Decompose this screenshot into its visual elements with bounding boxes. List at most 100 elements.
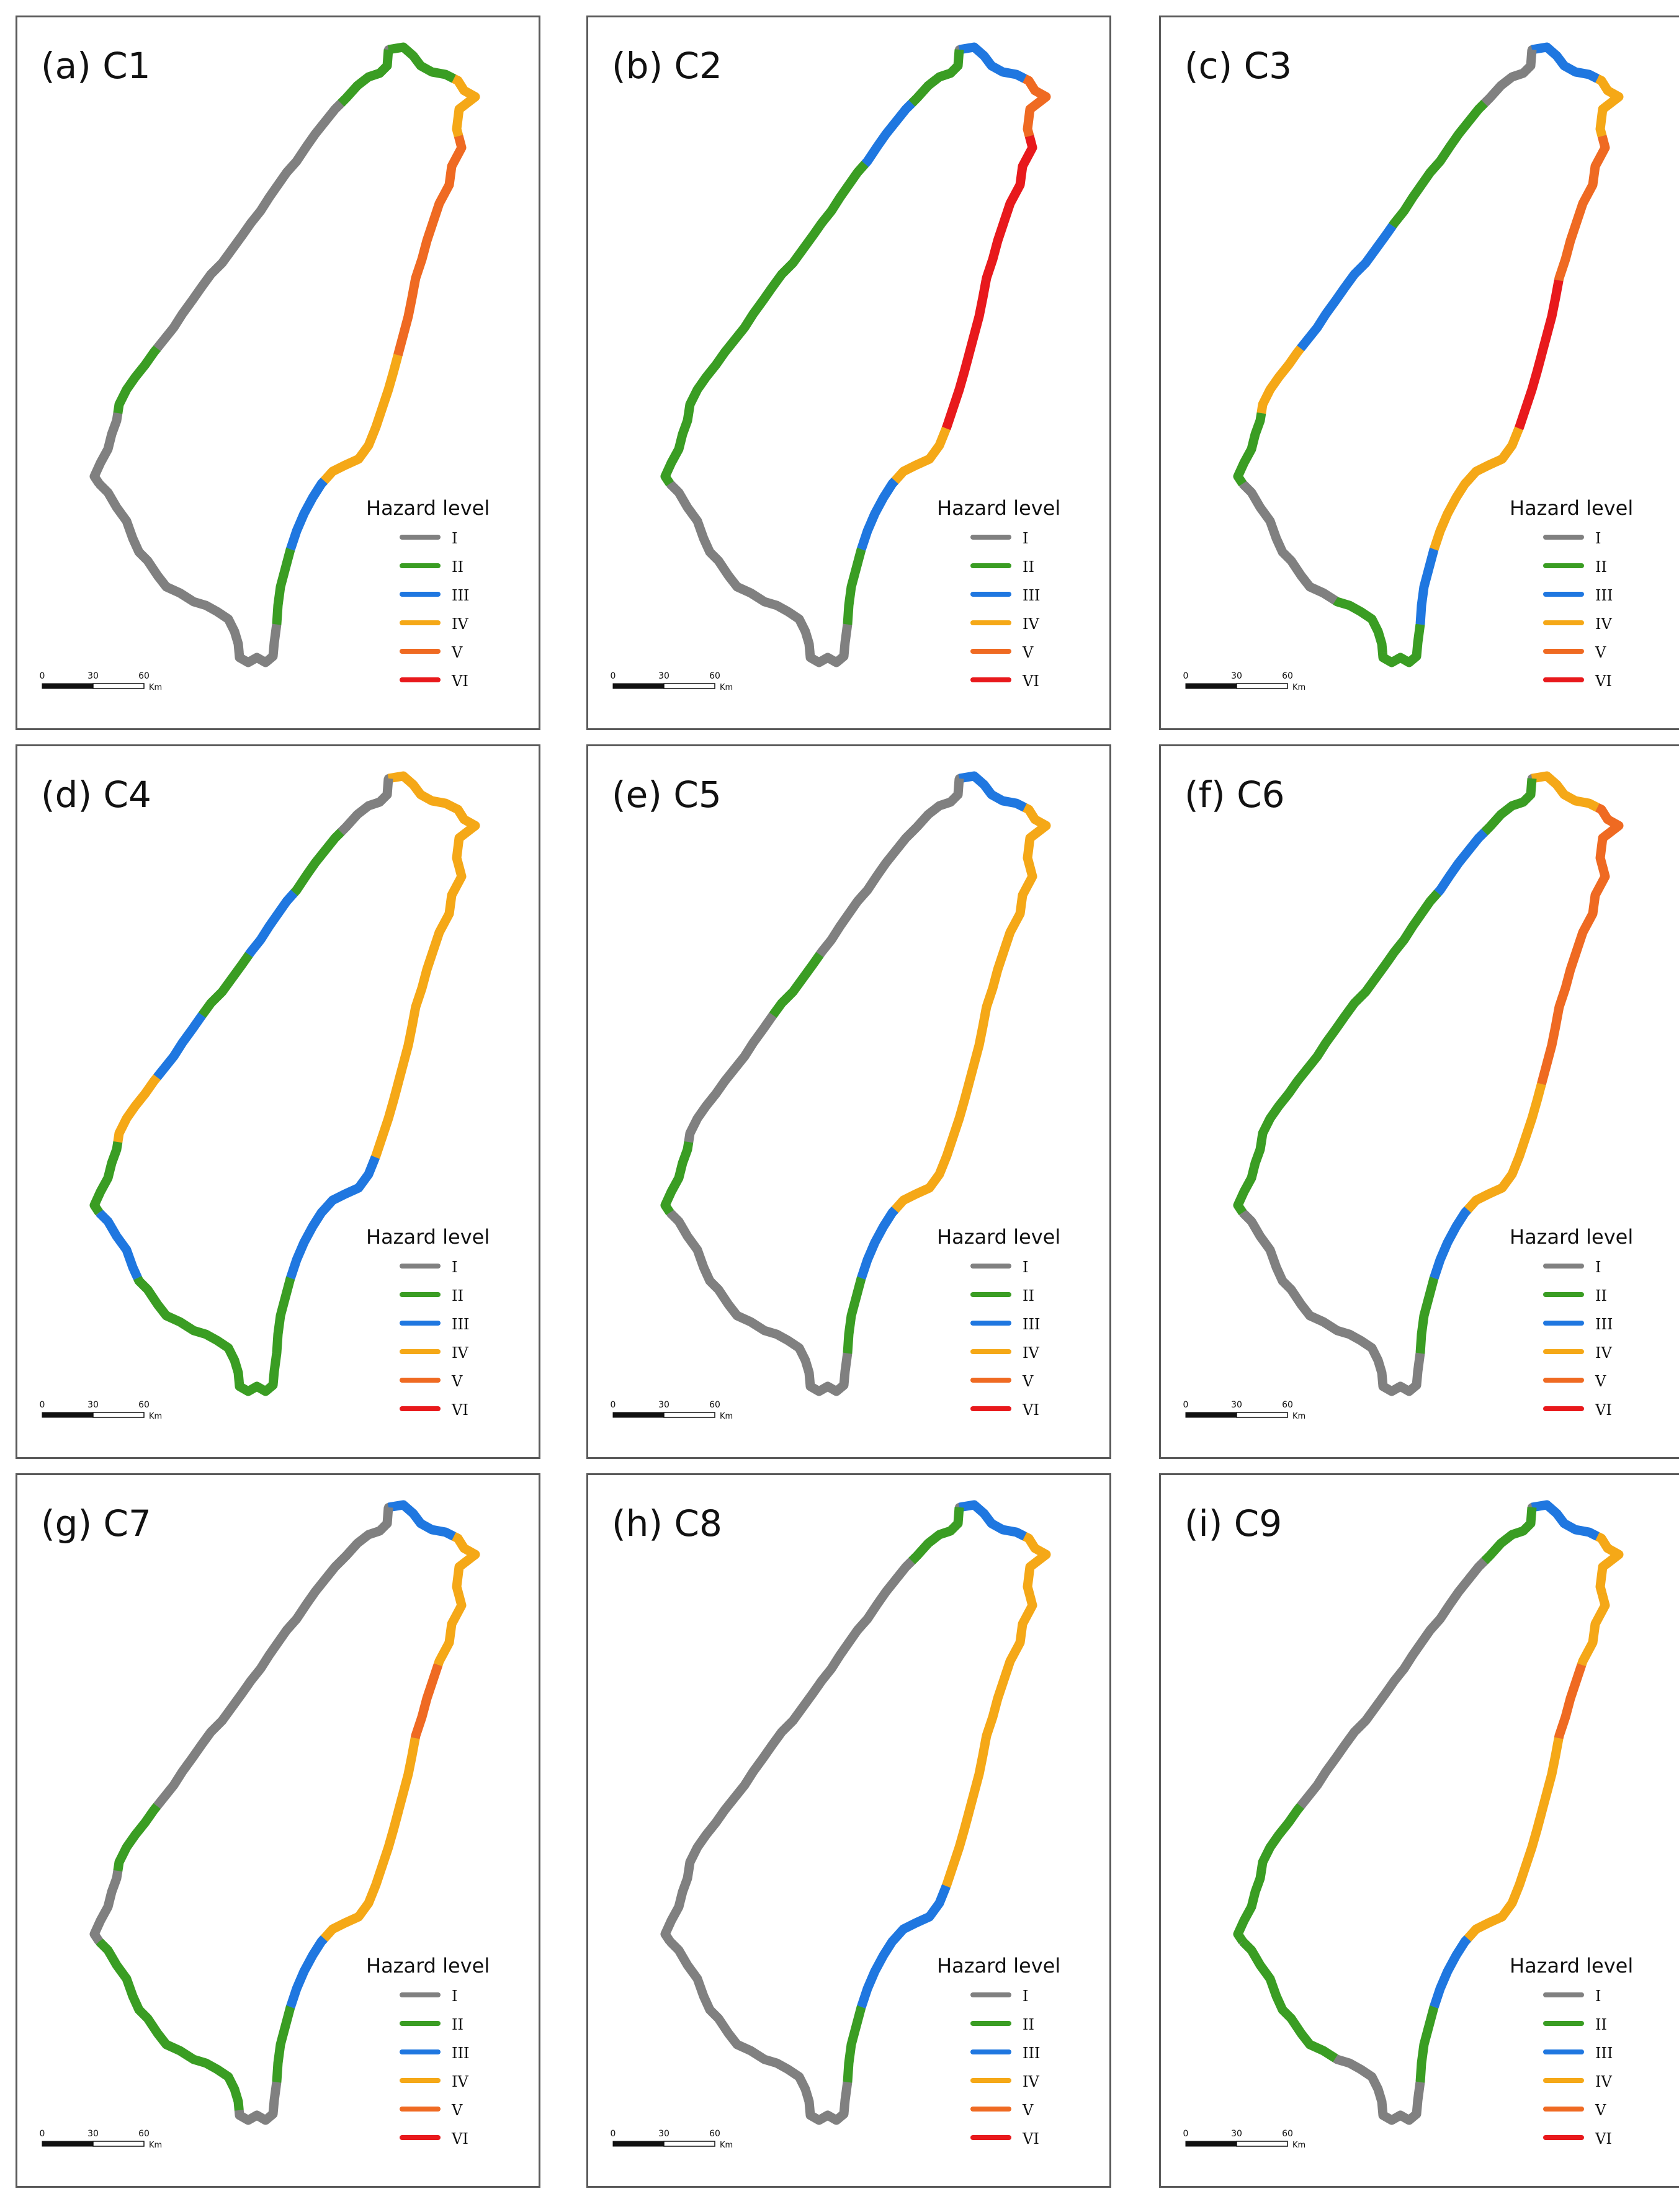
coastline-segment-i bbox=[1332, 1325, 1387, 1382]
coastline-segment-ii bbox=[724, 283, 777, 352]
coastline-segment-iii bbox=[891, 1884, 951, 1942]
coastline-segment-i bbox=[1377, 1352, 1425, 1396]
coastline-segment-v bbox=[1554, 934, 1587, 1012]
coastline-segment-ii bbox=[660, 412, 694, 486]
scale-tick-label: 0 bbox=[1183, 671, 1189, 681]
legend-label: VI bbox=[451, 2130, 468, 2147]
legend-label: IV bbox=[1595, 615, 1612, 633]
coastline-segment-iv bbox=[1595, 74, 1624, 138]
scale-tick-label: 30 bbox=[658, 671, 669, 681]
legend-label: II bbox=[1023, 1287, 1034, 1304]
coastline-segment-ii bbox=[133, 1276, 195, 1334]
coastline-segment-v bbox=[410, 1663, 443, 1741]
coastline-segment-i bbox=[153, 283, 206, 352]
coastline-segment-iii bbox=[857, 1206, 898, 1280]
coastline-segment-ii bbox=[1389, 161, 1441, 229]
legend-title: Hazard level bbox=[1510, 496, 1633, 520]
coastline-segment-iv bbox=[393, 1008, 420, 1087]
coastline-segment-iii bbox=[1297, 283, 1350, 352]
coastline-segment-i bbox=[234, 623, 282, 667]
coastline-segment-iii bbox=[320, 1155, 380, 1213]
coastline-segment-ii bbox=[684, 345, 732, 414]
coastline-segment-ii bbox=[1256, 1074, 1305, 1143]
panel-label: (b) C2 bbox=[612, 45, 722, 87]
coastline-segment-i bbox=[665, 479, 713, 551]
coastline-segment-iv bbox=[941, 1811, 974, 1889]
coastline-segment-iv bbox=[387, 771, 456, 812]
coastline-segment-i bbox=[1389, 1618, 1441, 1687]
coastline-segment-i bbox=[234, 2081, 282, 2125]
legend-title: Hazard level bbox=[1510, 1225, 1633, 1249]
coastline-segment-ii bbox=[1233, 412, 1266, 486]
coastline-segment-vi bbox=[1514, 354, 1546, 432]
coastline-segment-i bbox=[908, 778, 964, 836]
legend-label: II bbox=[452, 2016, 463, 2033]
coastline-segment-ii bbox=[272, 545, 295, 629]
coastline-segment-i bbox=[1341, 1680, 1397, 1747]
coastline-segment-iv bbox=[1004, 1592, 1037, 1667]
coastline-segment-i bbox=[805, 2081, 853, 2125]
panel-label: (g) C7 bbox=[41, 1502, 151, 1545]
coastline-segment-iv bbox=[1595, 1532, 1624, 1595]
scale-tick-label: 60 bbox=[138, 1400, 150, 1410]
scale-bar-filled bbox=[1185, 683, 1237, 689]
scale-tick-label: 0 bbox=[611, 1400, 616, 1410]
coastline-segment-i bbox=[338, 1507, 393, 1564]
coastline-segment-iii bbox=[1430, 1935, 1471, 2009]
map-panel: (a) C1 Hazard level I II III IV V VI 0 30 60 Km bbox=[16, 16, 540, 730]
coastline-segment-i bbox=[245, 1618, 298, 1687]
coastline-segment-iii bbox=[861, 100, 915, 167]
legend-label: III bbox=[452, 2045, 469, 2062]
coastline-segment-iv bbox=[1514, 1811, 1546, 1889]
coastline-segment-i bbox=[1377, 2081, 1425, 2125]
legend-label: V bbox=[1595, 2102, 1606, 2119]
coastline-segment-v bbox=[393, 279, 420, 359]
coastline-segment-ii bbox=[234, 1352, 282, 1396]
scale-tick-label: 60 bbox=[1282, 2129, 1293, 2139]
coastline-segment-iv bbox=[981, 1663, 1014, 1741]
panel-label: (h) C8 bbox=[612, 1502, 722, 1545]
coastline-segment-i bbox=[816, 890, 869, 958]
coastline-segment-ii bbox=[290, 829, 344, 896]
legend-label: IV bbox=[1023, 2073, 1039, 2090]
scale-tick-label: 30 bbox=[658, 2129, 669, 2139]
legend-label: III bbox=[1023, 1316, 1040, 1333]
scale-bar-filled bbox=[42, 683, 94, 689]
scale-bar-empty bbox=[663, 683, 715, 689]
coastline-segment-vi bbox=[1004, 135, 1037, 209]
scale-unit: Km bbox=[1292, 2141, 1305, 2150]
coastline-segment-i bbox=[724, 1741, 777, 1809]
map-panel: (f) C6 Hazard level I II III IV V VI 0 30 60 Km bbox=[1159, 744, 1679, 1459]
scale-tick-label: 0 bbox=[40, 671, 45, 681]
coastline-segment-iii bbox=[387, 1500, 456, 1541]
coastline-segment-ii bbox=[387, 42, 456, 83]
scale-unit: Km bbox=[1292, 683, 1305, 692]
scale-unit: Km bbox=[720, 1412, 733, 1421]
coastline-segment-i bbox=[769, 1680, 824, 1747]
legend-label: IV bbox=[452, 1344, 468, 1362]
legend-label: VI bbox=[1022, 1401, 1039, 1419]
legend-label: I bbox=[452, 530, 457, 547]
legend-label: VI bbox=[1022, 2130, 1039, 2147]
coastline-segment-iii bbox=[1531, 1500, 1600, 1541]
coastline-segment-i bbox=[684, 1074, 732, 1143]
legend-label: III bbox=[1023, 587, 1040, 604]
coastline-segment-iv bbox=[433, 863, 467, 938]
coastline-segment-iii bbox=[1434, 829, 1488, 896]
scale-bar-filled bbox=[42, 1412, 94, 1418]
coastline-segment-iv bbox=[1514, 1082, 1546, 1161]
coastline-segment-i bbox=[189, 596, 244, 653]
legend-label: I bbox=[1023, 1259, 1028, 1276]
scale-unit: Km bbox=[720, 683, 733, 692]
coastline-segment-i bbox=[704, 2005, 766, 2063]
legend-label: I bbox=[1023, 530, 1028, 547]
coastline-segment-ii bbox=[1332, 596, 1387, 653]
